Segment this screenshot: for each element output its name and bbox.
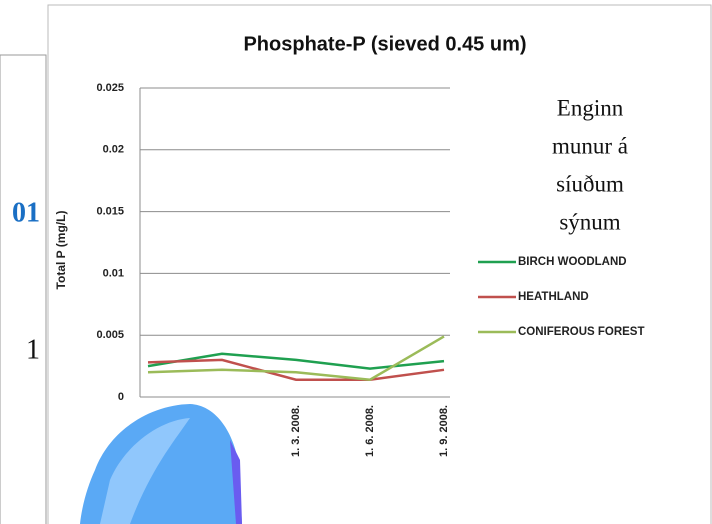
x-tick-label: 1. 6. 2008.	[364, 405, 376, 457]
legend-label: CONIFEROUS FOREST	[518, 326, 645, 338]
y-tick-label: 0	[118, 391, 124, 403]
back-text: 01	[12, 197, 40, 228]
back-text: 1	[26, 334, 40, 365]
y-tick-label: 0.005	[96, 329, 124, 341]
chart-title: Phosphate-P (sieved 0.45 um)	[243, 33, 526, 55]
legend-label: BIRCH WOODLAND	[518, 256, 627, 268]
back-panel	[0, 54, 47, 524]
annotation: munur á	[552, 133, 628, 158]
y-tick-label: 0.02	[103, 144, 124, 156]
annotation: sýnum	[559, 209, 620, 234]
y-axis-title: Total P (mg/L)	[54, 211, 68, 290]
x-tick-label: 1. 9. 2008.	[438, 405, 450, 457]
x-tick-label: 1. 3. 2008.	[290, 405, 302, 457]
y-tick-label: 0.01	[103, 267, 124, 279]
blob-highlight	[100, 418, 190, 524]
annotation: síuðum	[556, 171, 624, 196]
blob-edge	[230, 440, 242, 524]
annotation: Enginn	[557, 95, 624, 120]
legend-label: HEATHLAND	[518, 291, 589, 303]
series-line	[147, 358, 445, 381]
y-tick-label: 0.015	[96, 206, 124, 218]
y-tick-label: 0.025	[96, 82, 124, 94]
plot: 0 0.005 0.01 0.015 0.02 0.025 1. 3. 2008. 1. 6.…	[96, 82, 644, 457]
series-line	[147, 335, 445, 381]
